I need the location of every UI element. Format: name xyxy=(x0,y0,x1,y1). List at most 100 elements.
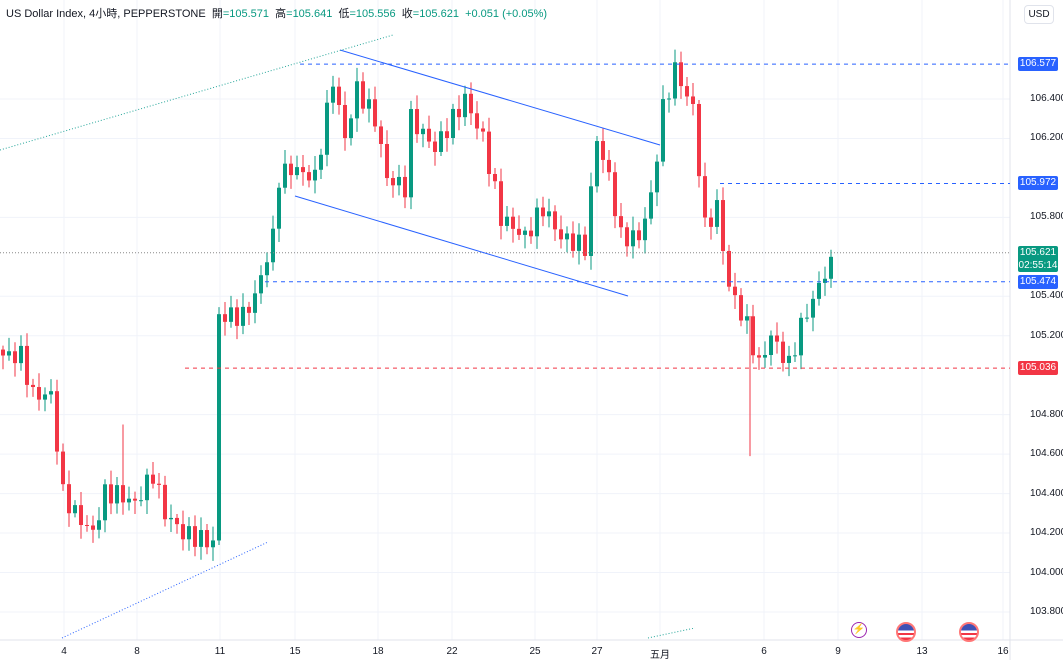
candle-down xyxy=(775,335,779,342)
candle-up xyxy=(793,355,797,357)
date-tick: 16 xyxy=(997,646,1009,657)
candle-up xyxy=(763,354,767,358)
candle-up xyxy=(799,317,803,356)
trend-line xyxy=(61,541,269,639)
candle-down xyxy=(247,306,251,313)
candle-down xyxy=(703,176,707,218)
symbol-title: US Dollar Index, 4小時, PEPPERSTONE xyxy=(6,8,206,20)
candle-down xyxy=(373,99,377,127)
price-tick: 104.600 xyxy=(1030,448,1063,460)
date-tick: 27 xyxy=(591,646,603,657)
candle-down xyxy=(181,524,185,540)
current-price: 105.621 xyxy=(1019,246,1057,258)
candle-up xyxy=(211,540,215,548)
low-label: 低 xyxy=(338,8,350,20)
candle-down xyxy=(109,484,113,504)
candle-down xyxy=(487,131,491,175)
us-flag-event-icon[interactable] xyxy=(959,622,979,642)
candle-down xyxy=(511,216,515,229)
candle-up xyxy=(43,394,47,400)
candle-down xyxy=(391,178,395,186)
channel-upper-line xyxy=(339,49,661,146)
candle-down xyxy=(85,524,89,526)
candle-up xyxy=(745,316,749,321)
candle-down xyxy=(457,108,461,118)
level-price-tag: 105.036 xyxy=(1018,361,1058,376)
candle-down xyxy=(781,341,785,363)
candle-down xyxy=(721,200,725,251)
candle-up xyxy=(217,314,221,541)
candle-up xyxy=(265,262,269,276)
candle-up xyxy=(823,278,827,283)
candle-up xyxy=(187,526,191,540)
candle-down xyxy=(733,286,737,296)
close-value: =105.621 xyxy=(412,8,459,20)
price-tick: 105.800 xyxy=(1030,211,1063,223)
price-tick: 104.800 xyxy=(1030,408,1063,420)
candle-up xyxy=(103,484,107,521)
candle-up xyxy=(667,98,671,100)
candle-down xyxy=(337,86,341,105)
candle-down xyxy=(205,530,209,548)
candle-up xyxy=(673,62,677,99)
price-tick: 104.400 xyxy=(1030,487,1063,499)
price-tick: 105.400 xyxy=(1030,290,1063,302)
candle-up xyxy=(331,86,335,103)
open-value: =105.571 xyxy=(222,8,270,20)
price-tick: 105.200 xyxy=(1030,329,1063,341)
candle-down xyxy=(727,250,731,287)
currency-button[interactable]: USD xyxy=(1024,5,1054,24)
change-value: +0.051 (+0.05%) xyxy=(465,8,548,20)
candle-down xyxy=(133,498,137,501)
price-tick: 106.400 xyxy=(1030,93,1063,104)
high-label: 高 xyxy=(275,8,287,20)
candle-up xyxy=(367,99,371,109)
candle-down xyxy=(469,93,473,114)
candle-down xyxy=(79,505,83,525)
us-flag-event-icon[interactable] xyxy=(896,622,916,642)
date-tick: 6 xyxy=(761,646,767,657)
candle-down xyxy=(757,355,761,358)
price-tick: 104.000 xyxy=(1030,566,1063,578)
candle-down xyxy=(175,517,179,525)
price-tick: 106.200 xyxy=(1030,132,1063,144)
channel-lower-line xyxy=(294,195,629,297)
candle-up xyxy=(253,293,257,313)
candle-down xyxy=(1,349,5,356)
lightning-event-icon[interactable]: ⚡ xyxy=(851,622,867,638)
current-price-tag: 105.621 02:55:14 xyxy=(1018,245,1058,272)
candle-down xyxy=(301,167,305,173)
candle-down xyxy=(13,351,17,364)
candle-up xyxy=(277,187,281,229)
date-tick: 25 xyxy=(529,646,541,657)
candle-up xyxy=(829,256,833,279)
candle-down xyxy=(433,141,437,152)
candle-down xyxy=(553,211,557,230)
candle-up xyxy=(73,505,77,514)
candle-up xyxy=(661,99,665,162)
candle-down xyxy=(379,126,383,144)
candle-up xyxy=(565,233,569,240)
candle-up xyxy=(421,128,425,135)
candle-up xyxy=(451,108,455,138)
close-label: 收 xyxy=(401,8,413,20)
candle-down xyxy=(25,345,29,385)
candle-down xyxy=(235,307,239,326)
trend-line xyxy=(647,627,696,639)
level-price-tag: 105.474 xyxy=(1018,274,1058,289)
candle-down xyxy=(709,217,713,227)
candle-down xyxy=(307,172,311,181)
candle-up xyxy=(589,186,593,256)
date-tick: 9 xyxy=(835,646,841,657)
date-tick: 22 xyxy=(446,646,458,657)
candle-down xyxy=(163,484,167,520)
candle-down xyxy=(151,474,155,484)
candle-up xyxy=(49,391,53,395)
candle-down xyxy=(37,387,41,400)
candle-down xyxy=(607,159,611,173)
candle-down xyxy=(625,227,629,247)
candle-down xyxy=(91,525,95,530)
price-tick: 103.800 xyxy=(1030,605,1063,617)
date-tick: 五月 xyxy=(650,650,670,661)
